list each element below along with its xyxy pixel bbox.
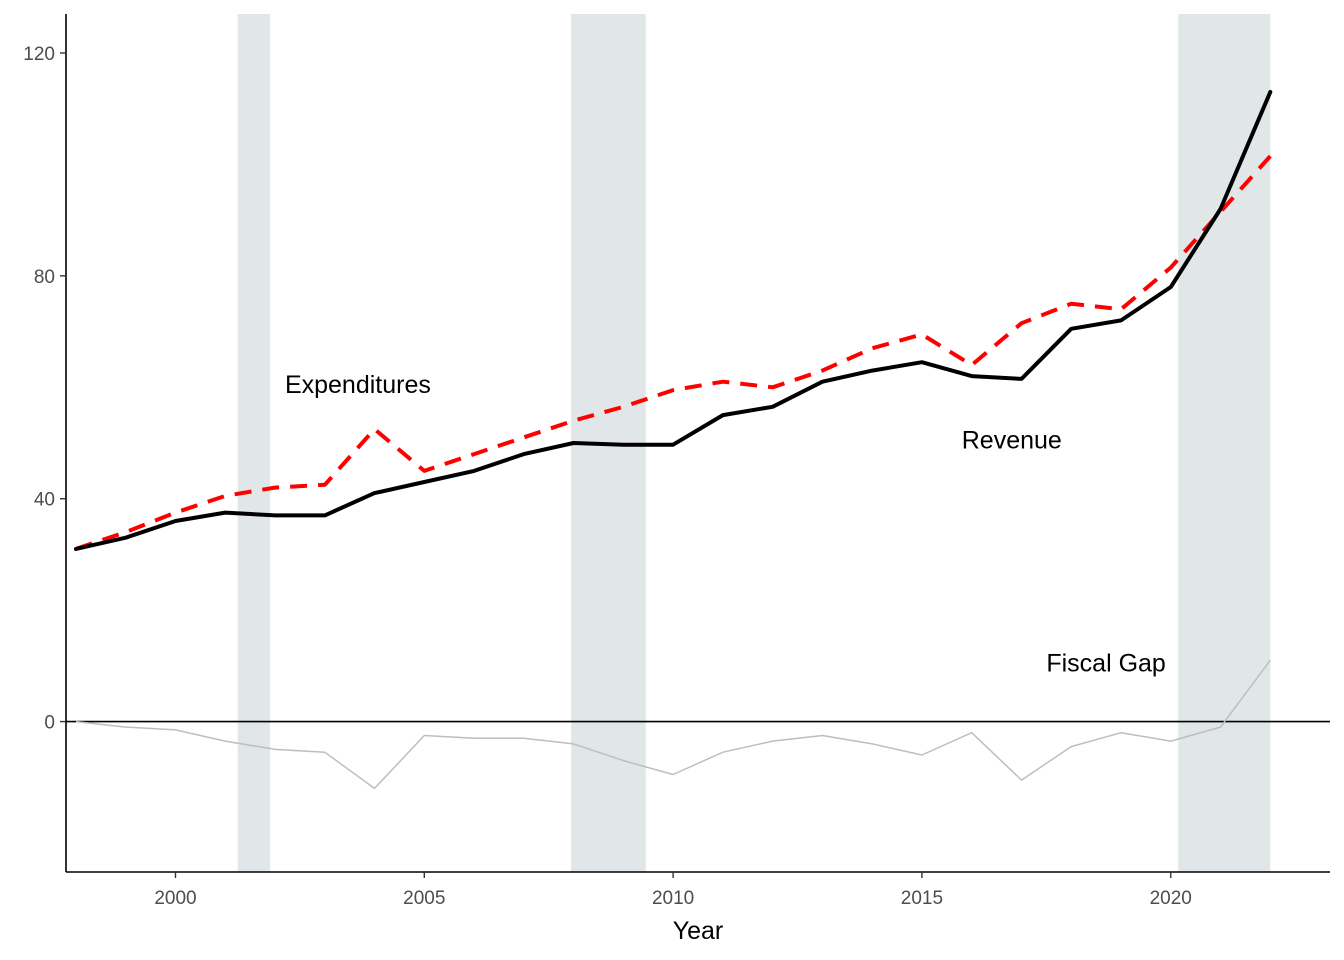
series-line-fiscal-gap: [75, 659, 1271, 790]
shaded-period-1: [237, 14, 271, 872]
x-tick-label: 2010: [652, 888, 694, 909]
shaded-period-3: [1178, 14, 1271, 872]
y-tick-label: 40: [34, 490, 55, 511]
annotation-fiscal-gap: Fiscal Gap: [1046, 649, 1165, 677]
y-tick-label: 120: [23, 44, 55, 65]
series-lines: [74, 90, 1273, 790]
x-axis-ticks: 2000 2005 2010 2015 2020: [154, 872, 1192, 909]
series-line-revenue: [74, 90, 1273, 551]
y-tick-label: 80: [34, 267, 55, 288]
x-tick-label: 2000: [154, 888, 196, 909]
y-axis-ticks: 0 40 80 120: [23, 44, 66, 734]
recession-shading: [237, 14, 1271, 872]
y-tick-label: 0: [44, 713, 55, 734]
annotation-expenditures: Expenditures: [285, 371, 431, 399]
x-tick-label: 2020: [1150, 888, 1192, 909]
x-tick-label: 2015: [901, 888, 943, 909]
x-axis-title: Year: [673, 917, 724, 945]
series-annotations: Expenditures Revenue Fiscal Gap: [285, 371, 1166, 678]
series-line-expenditures: [75, 154, 1272, 551]
x-tick-label: 2005: [403, 888, 445, 909]
annotation-revenue: Revenue: [962, 427, 1062, 455]
